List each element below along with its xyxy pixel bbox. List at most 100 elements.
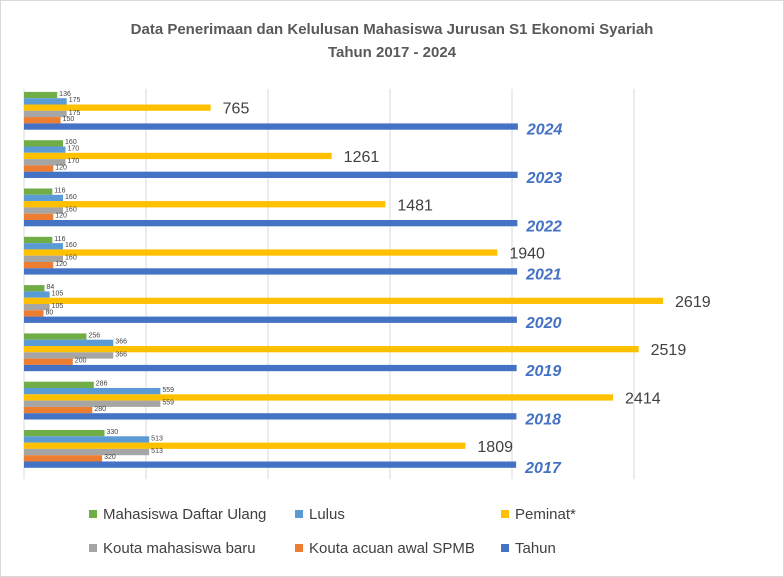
data-label-small-2019: 366 xyxy=(115,351,127,358)
data-label-small-2022: 116 xyxy=(54,188,65,195)
bar-kouta-acuan-awal-spmb-2022 xyxy=(24,213,54,220)
data-label-peminat-2020: 2619 xyxy=(675,294,711,311)
bar-tahun-2020 xyxy=(24,316,517,323)
bar-lulus-2021 xyxy=(24,243,64,250)
bar-mahasiswa-daftar-ulang-2021 xyxy=(24,236,53,244)
bar-kouta-mahasiswa-baru-2019 xyxy=(24,352,114,359)
bar-mahasiswa-daftar-ulang-2022 xyxy=(24,188,53,195)
bar-peminat-2020 xyxy=(24,297,664,304)
bar-tahun-2018 xyxy=(24,413,517,420)
data-label-tahun-2024: 2024 xyxy=(526,122,563,139)
legend-swatch xyxy=(501,510,509,518)
data-label-peminat-2017: 1809 xyxy=(477,439,513,456)
bar-lulus-2018 xyxy=(24,388,161,395)
bar-mahasiswa-daftar-ulang-2023 xyxy=(24,140,64,147)
data-label-small-2020: 105 xyxy=(52,303,64,310)
data-label-small-2023: 120 xyxy=(55,164,67,171)
data-label-small-2019: 200 xyxy=(75,358,87,365)
bar-lulus-2020 xyxy=(24,291,50,298)
bar-peminat-2023 xyxy=(24,152,332,160)
data-label-tahun-2021: 2021 xyxy=(525,267,562,284)
bar-peminat-2024 xyxy=(24,104,211,111)
legend-label: Peminat* xyxy=(515,506,576,523)
data-label-small-2023: 170 xyxy=(67,146,79,153)
data-label-small-2018: 559 xyxy=(162,387,174,394)
data-label-tahun-2023: 2023 xyxy=(526,170,563,187)
bar-kouta-acuan-awal-spmb-2024 xyxy=(24,117,61,124)
data-label-small-2018: 559 xyxy=(162,400,174,407)
bar-mahasiswa-daftar-ulang-2017 xyxy=(24,430,105,437)
bar-kouta-acuan-awal-spmb-2017 xyxy=(24,455,103,462)
data-label-peminat-2019: 2519 xyxy=(651,342,687,359)
data-label-small-2017: 320 xyxy=(104,454,116,461)
data-label-peminat-2024: 765 xyxy=(223,101,250,118)
data-label-small-2023: 170 xyxy=(67,158,79,165)
bar-tahun-2023 xyxy=(24,171,518,178)
bar-tahun-2019 xyxy=(24,364,517,372)
bar-kouta-mahasiswa-baru-2021 xyxy=(24,255,64,262)
bar-peminat-2019 xyxy=(24,346,639,353)
bar-kouta-mahasiswa-baru-2020 xyxy=(24,304,50,311)
data-label-tahun-2020: 2020 xyxy=(525,315,562,332)
bar-lulus-2024 xyxy=(24,98,67,105)
data-label-small-2021: 160 xyxy=(65,242,77,249)
data-label-small-2022: 160 xyxy=(65,206,77,213)
bar-peminat-2021 xyxy=(24,249,498,256)
bar-tahun-2024 xyxy=(24,123,518,130)
bar-peminat-2022 xyxy=(24,201,386,208)
data-label-small-2024: 150 xyxy=(63,116,75,123)
data-label-small-2017: 513 xyxy=(151,448,163,455)
bar-mahasiswa-daftar-ulang-2019 xyxy=(24,333,87,340)
legend-label: Kouta mahasiswa baru xyxy=(103,540,256,557)
legend-label: Kouta acuan awal SPMB xyxy=(309,540,475,557)
data-label-peminat-2023: 1261 xyxy=(344,149,380,166)
bar-tahun-2022 xyxy=(24,220,518,227)
data-label-tahun-2018: 2018 xyxy=(524,412,561,429)
data-label-small-2022: 160 xyxy=(65,194,77,201)
bar-lulus-2023 xyxy=(24,146,66,153)
bar-mahasiswa-daftar-ulang-2018 xyxy=(24,381,94,388)
data-label-small-2018: 280 xyxy=(94,406,106,413)
data-label-small-2024: 175 xyxy=(69,97,81,104)
bar-kouta-mahasiswa-baru-2018 xyxy=(24,400,161,407)
legend-label: Mahasiswa Daftar Ulang xyxy=(103,506,266,523)
data-label-small-2024: 175 xyxy=(69,110,81,117)
bar-kouta-mahasiswa-baru-2023 xyxy=(24,159,66,166)
legend-label: Tahun xyxy=(515,540,556,557)
bar-mahasiswa-daftar-ulang-2024 xyxy=(24,91,58,99)
bar-tahun-2021 xyxy=(24,268,518,275)
data-label-small-2024: 136 xyxy=(59,91,71,98)
data-label-peminat-2022: 1481 xyxy=(397,197,433,214)
data-label-small-2020: 105 xyxy=(52,290,64,297)
data-label-peminat-2018: 2414 xyxy=(625,390,661,407)
bar-tahun-2017 xyxy=(24,461,517,468)
data-label-tahun-2022: 2022 xyxy=(525,218,562,235)
legend-label: Lulus xyxy=(309,506,345,523)
bar-peminat-2018 xyxy=(24,394,614,401)
bar-kouta-mahasiswa-baru-2024 xyxy=(24,110,67,118)
data-label-small-2020: 84 xyxy=(46,284,54,291)
bar-mahasiswa-daftar-ulang-2020 xyxy=(24,285,45,292)
chart-subtitle: Tahun 2017 - 2024 xyxy=(327,44,457,61)
legend-swatch xyxy=(89,544,97,552)
data-label-small-2021: 120 xyxy=(55,261,67,268)
data-label-small-2017: 330 xyxy=(107,429,119,436)
data-label-peminat-2021: 1940 xyxy=(509,246,545,263)
bar-kouta-mahasiswa-baru-2017 xyxy=(24,448,150,456)
data-label-small-2021: 116 xyxy=(54,236,65,243)
chart-title: Data Penerimaan dan Kelulusan Mahasiswa … xyxy=(130,21,654,38)
bar-lulus-2019 xyxy=(24,339,114,346)
bar-lulus-2022 xyxy=(24,194,64,202)
data-label-tahun-2017: 2017 xyxy=(524,460,562,477)
data-label-small-2017: 513 xyxy=(151,435,163,442)
bar-kouta-acuan-awal-spmb-2019 xyxy=(24,358,73,365)
data-label-small-2020: 80 xyxy=(46,309,54,316)
data-label-small-2019: 366 xyxy=(115,339,127,346)
legend-swatch xyxy=(295,544,303,552)
data-label-small-2022: 120 xyxy=(55,213,67,220)
data-label-small-2018: 286 xyxy=(96,381,108,388)
bar-kouta-mahasiswa-baru-2022 xyxy=(24,207,64,214)
data-label-small-2023: 160 xyxy=(65,139,77,146)
